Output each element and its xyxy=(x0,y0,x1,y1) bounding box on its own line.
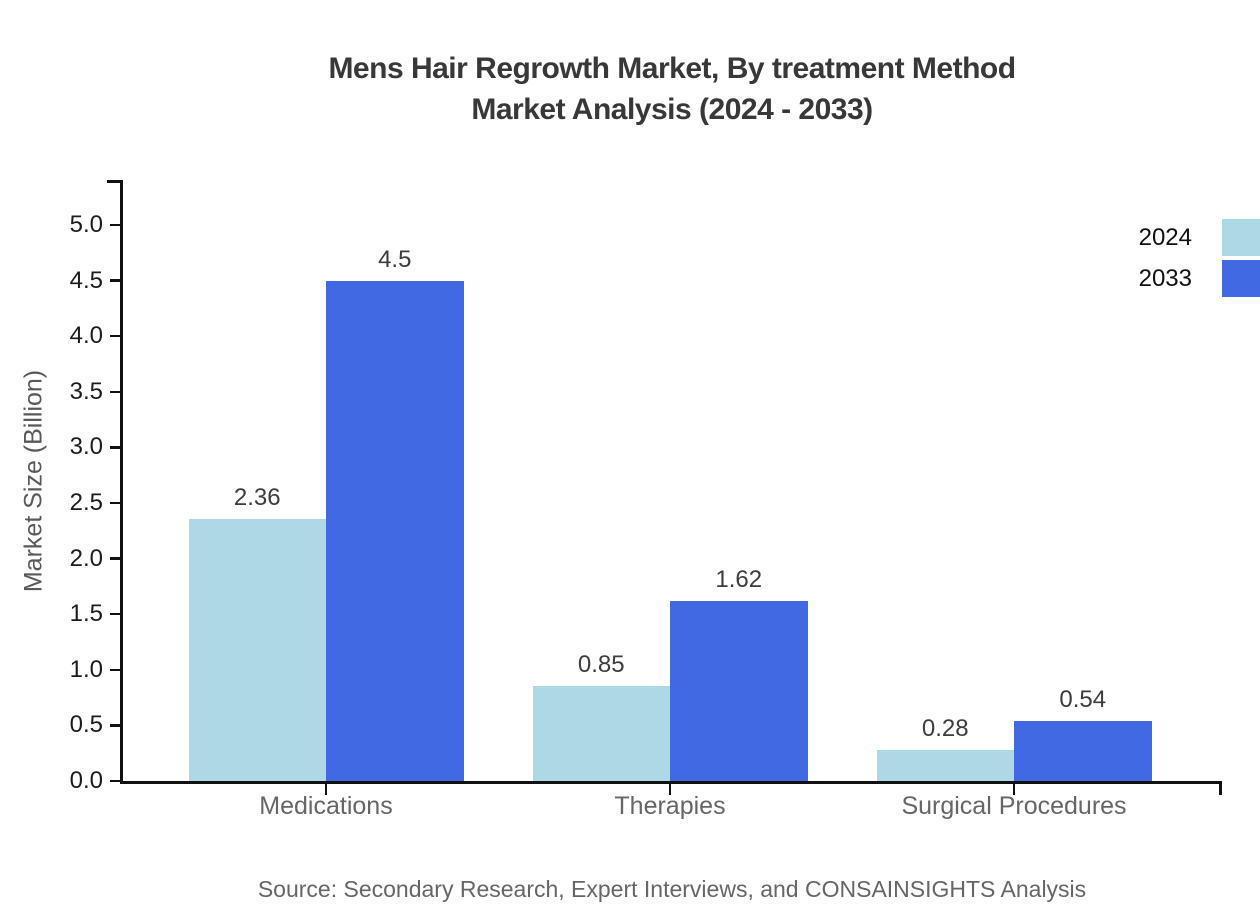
bar-value-label: 2.36 xyxy=(233,483,281,511)
chart-title-line1: Mens Hair Regrowth Market, By treatment … xyxy=(328,52,1016,85)
category-label: Surgical Procedures xyxy=(901,792,1127,820)
y-tick-mark xyxy=(110,668,121,672)
legend-row-2033: 2033 xyxy=(1139,260,1260,297)
y-tick-label: 0.5 xyxy=(69,711,103,739)
legend: 2024 2033 xyxy=(1139,219,1260,297)
legend-swatch-2024 xyxy=(1222,219,1260,256)
y-tick-mark xyxy=(110,724,121,727)
y-tick-mark xyxy=(110,501,121,505)
x-tick-mark xyxy=(324,783,328,795)
y-tick-label: 2.5 xyxy=(69,489,103,516)
bar-2024-2 xyxy=(876,749,1014,781)
bar-value-label: 0.85 xyxy=(577,651,625,679)
legend-label: 2033 xyxy=(1138,264,1192,292)
bar-value-label: 0.28 xyxy=(921,714,969,742)
bar-2024-0 xyxy=(188,518,326,781)
bar-2033-1 xyxy=(670,600,808,781)
legend-label: 2024 xyxy=(1138,223,1192,251)
legend-swatch-2033 xyxy=(1222,260,1260,297)
category-label: Medications xyxy=(259,792,393,820)
x-tick-mark xyxy=(668,783,672,795)
bar-value-label: 1.62 xyxy=(715,565,763,593)
y-tick-label: 4.5 xyxy=(69,266,103,294)
y-tick-label: 3.5 xyxy=(69,377,103,405)
y-tick-label: 2.0 xyxy=(69,544,103,572)
x-axis-line xyxy=(120,781,1222,784)
y-axis-line xyxy=(120,180,123,784)
x-tick-mark xyxy=(1012,783,1016,795)
bar-2033-0 xyxy=(326,280,464,781)
bar-value-label: 0.54 xyxy=(1059,685,1107,713)
y-tick-label: 1.5 xyxy=(69,600,103,628)
y-tick-mark xyxy=(110,390,121,394)
y-tick-label: 5.0 xyxy=(69,211,103,238)
bar-2033-2 xyxy=(1014,720,1152,781)
y-tick-label: 3.0 xyxy=(69,433,103,461)
bar-value-label: 4.5 xyxy=(378,245,412,273)
y-tick-label: 4.0 xyxy=(69,322,103,350)
y-tick-mark xyxy=(110,779,121,783)
y-axis-top-cap xyxy=(107,180,123,183)
y-tick-label: 1.0 xyxy=(69,655,103,683)
source-note: Source: Secondary Research, Expert Inter… xyxy=(257,876,1087,902)
y-tick-mark xyxy=(110,334,121,338)
y-tick-mark xyxy=(110,446,121,449)
y-tick-mark xyxy=(110,557,121,560)
y-tick-mark xyxy=(110,279,121,282)
y-tick-label: 0.0 xyxy=(69,767,103,794)
chart-title: Mens Hair Regrowth Market, By treatment … xyxy=(122,48,1222,130)
legend-row-2024: 2024 xyxy=(1139,219,1260,256)
x-axis-end-cap xyxy=(1219,781,1222,795)
category-label: Therapies xyxy=(614,792,726,820)
y-tick-mark xyxy=(110,223,121,227)
chart-title-line2: Market Analysis (2024 - 2033) xyxy=(471,93,873,126)
y-tick-mark xyxy=(110,612,121,616)
bar-2024-1 xyxy=(532,686,670,781)
